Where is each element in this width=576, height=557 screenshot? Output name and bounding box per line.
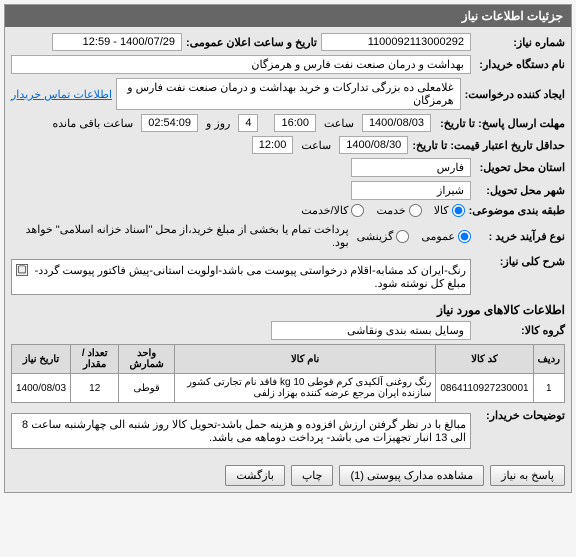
- th-unit: واحد شمارش: [119, 345, 175, 374]
- category-label: طبقه بندی موضوعی:: [469, 204, 565, 217]
- row-overall: شرح کلی نیاز: ▢ رنگ-ایران کد مشابه-اقلام…: [11, 255, 565, 299]
- validity-label: حداقل تاریخ اعتبار قیمت: تا تاریخ:: [412, 139, 565, 152]
- province-label: استان محل تحویل:: [475, 161, 565, 174]
- row-province: استان محل تحویل: فارس: [11, 158, 565, 177]
- expand-icon[interactable]: ▢: [16, 264, 28, 276]
- validity-time-label: ساعت: [297, 137, 335, 154]
- th-qty: تعداد / مقدار: [71, 345, 119, 374]
- overall-desc-text: رنگ-ایران کد مشابه-اقلام درخواستی پیوست …: [35, 265, 466, 290]
- row-city: شهر محل تحویل: شیراز: [11, 181, 565, 200]
- process-note: پرداخت تمام یا بخشی از مبلغ خرید،از محل …: [11, 221, 353, 251]
- th-row: ردیف: [533, 345, 564, 374]
- contact-link[interactable]: اطلاعات تماس خریدار: [11, 88, 112, 101]
- goods-table: ردیف کد کالا نام کالا واحد شمارش تعداد /…: [11, 344, 565, 403]
- row-creator: ایجاد کننده درخواست: غلامعلی ده بزرگی تد…: [11, 78, 565, 110]
- group-value: وسایل بسته بندی ونقاشی: [271, 321, 471, 340]
- remaining-label: ساعت باقی مانده: [48, 115, 137, 132]
- creator-label: ایجاد کننده درخواست:: [465, 88, 565, 101]
- panel-title: جزئیات اطلاعات نیاز: [5, 5, 571, 27]
- row-validity: حداقل تاریخ اعتبار قیمت: تا تاریخ: 1400/…: [11, 136, 565, 154]
- buyer-notes-text: مبالغ با در نظر گرفتن ارزش افزوده و هزین…: [22, 419, 466, 444]
- cat-service-radio[interactable]: [409, 204, 422, 217]
- proc-private-radio[interactable]: [396, 230, 409, 243]
- city-value: شیراز: [351, 181, 471, 200]
- process-radio-group: عمومی گزینشی: [357, 230, 471, 243]
- buyer-label: نام دستگاه خریدار:: [475, 58, 565, 71]
- th-name: نام کالا: [174, 345, 435, 374]
- td-unit: قوطی: [119, 374, 175, 403]
- need-no-label: شماره نیاز:: [475, 36, 565, 49]
- need-details-panel: جزئیات اطلاعات نیاز شماره نیاز: 11000921…: [4, 4, 572, 493]
- category-radio-group: کالا خدمت کالا/خدمت: [301, 204, 464, 217]
- cat-service-option[interactable]: خدمت: [376, 204, 421, 217]
- reply-button[interactable]: پاسخ به نیاز: [490, 465, 565, 486]
- row-buyer: نام دستگاه خریدار: بهداشت و درمان صنعت ن…: [11, 55, 565, 74]
- reply-time-value: 16:00: [274, 114, 316, 132]
- overall-desc-box: ▢ رنگ-ایران کد مشابه-اقلام درخواستی پیوس…: [11, 259, 471, 295]
- province-value: فارس: [351, 158, 471, 177]
- overall-label: شرح کلی نیاز:: [475, 255, 565, 268]
- cat-goods-label: کالا: [434, 204, 449, 217]
- validity-date-value: 1400/08/30: [339, 136, 408, 154]
- cat-goods-service-radio[interactable]: [351, 204, 364, 217]
- proc-private-label: گزینشی: [357, 230, 394, 243]
- proc-public-label: عمومی: [421, 230, 455, 243]
- process-label: نوع فرآیند خرید :: [475, 230, 565, 243]
- goods-info-label: اطلاعات کالاهای مورد نیاز: [437, 303, 565, 317]
- days-value: 4: [238, 114, 258, 132]
- public-datetime-label: تاریخ و ساعت اعلان عمومی:: [186, 36, 317, 49]
- panel-body: شماره نیاز: 1100092113000292 تاریخ و ساع…: [5, 27, 571, 459]
- back-button[interactable]: بازگشت: [225, 465, 285, 486]
- reply-time-label: ساعت: [320, 115, 358, 132]
- public-datetime-value: 1400/07/29 - 12:59: [52, 33, 182, 51]
- row-group: گروه کالا: وسایل بسته بندی ونقاشی: [11, 321, 565, 340]
- buyer-notes-label: توضیحات خریدار:: [475, 409, 565, 422]
- table-header-row: ردیف کد کالا نام کالا واحد شمارش تعداد /…: [12, 345, 565, 374]
- cat-goods-radio[interactable]: [452, 204, 465, 217]
- proc-private-option[interactable]: گزینشی: [357, 230, 410, 243]
- cat-service-label: خدمت: [376, 204, 405, 217]
- group-label: گروه کالا:: [475, 324, 565, 337]
- attachments-button[interactable]: مشاهده مدارک پیوستی (1): [339, 465, 484, 486]
- row-goods-header: اطلاعات کالاهای مورد نیاز: [11, 303, 565, 317]
- row-category: طبقه بندی موضوعی: کالا خدمت کالا/خدمت: [11, 204, 565, 217]
- table-row: 1 0864110927230001 رنگ روغنی آلکیدی کرم …: [12, 374, 565, 403]
- th-code: کد کالا: [436, 345, 533, 374]
- reply-deadline-label: مهلت ارسال پاسخ: تا تاریخ:: [435, 117, 565, 130]
- buyer-value: بهداشت و درمان صنعت نفت فارس و هرمزگان: [11, 55, 471, 74]
- proc-public-option[interactable]: عمومی: [421, 230, 471, 243]
- td-name: رنگ روغنی آلکیدی کرم قوطی 10 kg فاقد نام…: [174, 374, 435, 403]
- th-date: تاریخ نیاز: [12, 345, 71, 374]
- cat-goods-service-option[interactable]: کالا/خدمت: [301, 204, 364, 217]
- print-button[interactable]: چاپ: [291, 465, 334, 486]
- td-qty: 12: [71, 374, 119, 403]
- row-need-no: شماره نیاز: 1100092113000292 تاریخ و ساع…: [11, 33, 565, 51]
- row-process: نوع فرآیند خرید : عمومی گزینشی پرداخت تم…: [11, 221, 565, 251]
- cat-goods-service-label: کالا/خدمت: [301, 204, 348, 217]
- countdown-value: 02:54:09: [141, 114, 198, 132]
- row-buyer-notes: توضیحات خریدار: مبالغ با در نظر گرفتن ار…: [11, 409, 565, 449]
- validity-time-value: 12:00: [252, 136, 294, 154]
- cat-goods-option[interactable]: کالا: [434, 204, 465, 217]
- creator-value: غلامعلی ده بزرگی تدارکات و خرید بهداشت و…: [116, 78, 461, 110]
- proc-public-radio[interactable]: [458, 230, 471, 243]
- reply-date-value: 1400/08/03: [362, 114, 431, 132]
- td-date: 1400/08/03: [12, 374, 71, 403]
- buyer-notes-box: مبالغ با در نظر گرفتن ارزش افزوده و هزین…: [11, 413, 471, 449]
- city-label: شهر محل تحویل:: [475, 184, 565, 197]
- footer-buttons: پاسخ به نیاز مشاهده مدارک پیوستی (1) چاپ…: [5, 459, 571, 492]
- row-reply-deadline: مهلت ارسال پاسخ: تا تاریخ: 1400/08/03 سا…: [11, 114, 565, 132]
- td-code: 0864110927230001: [436, 374, 533, 403]
- td-row: 1: [533, 374, 564, 403]
- need-no-value: 1100092113000292: [321, 33, 471, 51]
- days-label: روز و: [202, 115, 234, 132]
